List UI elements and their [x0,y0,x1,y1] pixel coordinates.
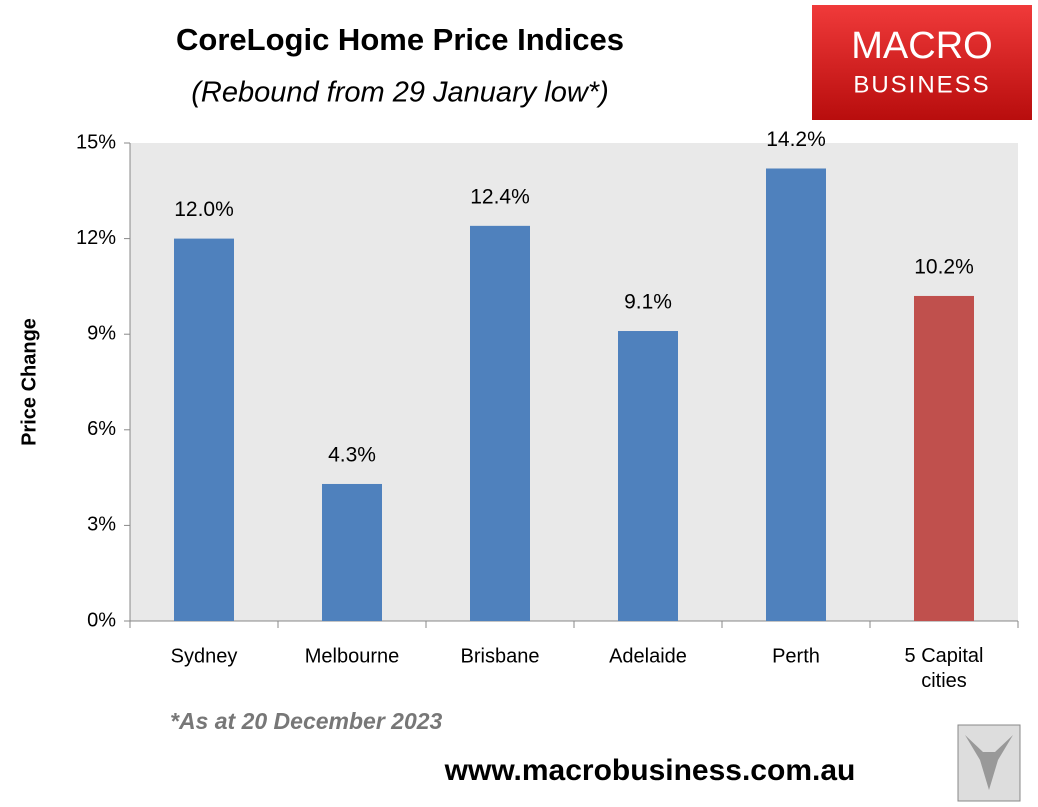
x-tick-label: 5 Capital cities [905,645,984,692]
bar [322,483,382,621]
logo [812,5,1032,120]
value-label: 9.1% [624,291,672,314]
y-tick-label: 3% [87,514,116,536]
bar [766,168,826,621]
y-tick-label: 0% [87,609,116,631]
bar [174,238,234,621]
plot-area [130,143,1018,621]
value-label: 12.4% [470,185,530,208]
y-tick-label: 12% [76,227,116,249]
bar [618,331,678,621]
bar [470,225,530,621]
fox-icon [957,724,1021,802]
x-tick-label: Melbourne [305,645,400,667]
y-axis-label: Price Change [18,318,40,446]
chart-title: CoreLogic Home Price Indices [176,22,624,57]
x-tick-label: Sydney [171,645,238,667]
logo-text: BUSINESS [853,71,990,98]
source: www.macrobusiness.com.au [444,754,856,787]
x-tick-label: Adelaide [609,645,687,667]
footnote: *As at 20 December 2023 [170,708,443,734]
x-tick-label: Perth [772,645,820,667]
value-label: 4.3% [328,444,376,467]
value-label: 14.2% [766,128,826,151]
bar [914,295,974,621]
logo-text: MACRO [851,25,992,67]
y-tick-label: 9% [87,322,116,344]
y-tick-label: 15% [76,131,116,153]
x-tick-label: Brisbane [461,645,540,667]
value-label: 12.0% [174,198,234,221]
chart-subtitle: (Rebound from 29 January low*) [191,77,608,109]
y-tick-label: 6% [87,418,116,440]
value-label: 10.2% [914,256,974,279]
